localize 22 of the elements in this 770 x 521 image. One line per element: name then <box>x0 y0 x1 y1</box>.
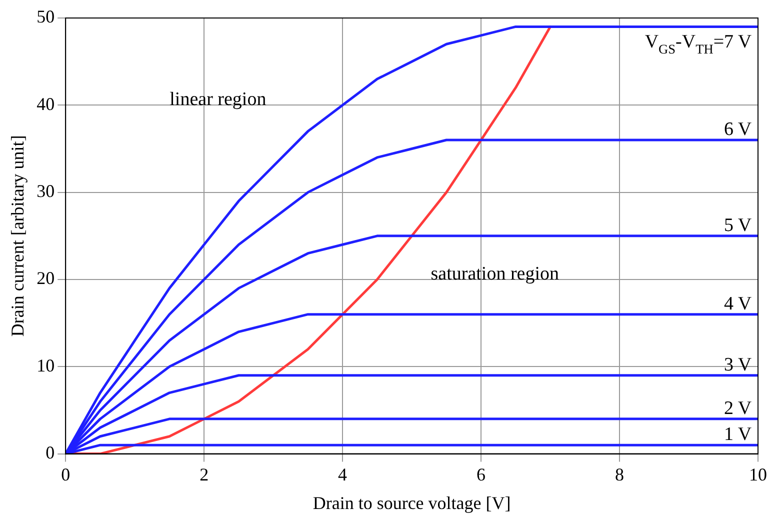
x-axis-title: Drain to source voltage [V] <box>312 492 511 513</box>
x-tick-label: 6 <box>476 464 486 484</box>
y-tick-label: 20 <box>36 268 55 288</box>
series-label: 1 V <box>724 424 752 446</box>
series-label: 6 V <box>724 119 752 140</box>
y-tick-label: 50 <box>36 6 55 27</box>
annotation: saturation region <box>430 263 560 284</box>
y-tick-label: 30 <box>36 181 55 202</box>
x-tick-label: 4 <box>338 464 348 484</box>
x-tick-label: 8 <box>615 464 624 484</box>
x-tick-label: 10 <box>749 464 767 484</box>
annotation: linear region <box>170 89 267 110</box>
x-tick-label: 2 <box>200 464 209 484</box>
y-axis-title: Drain current [arbitary unit] <box>8 135 28 337</box>
x-tick-label: 0 <box>61 464 70 484</box>
series-label: 4 V <box>724 293 752 314</box>
series-label: 3 V <box>724 354 752 376</box>
series-label: 2 V <box>724 398 752 419</box>
series-label: 5 V <box>724 214 752 236</box>
y-tick-label: 10 <box>36 355 55 376</box>
y-tick-label: 40 <box>36 94 55 114</box>
y-tick-label: 0 <box>46 442 55 463</box>
